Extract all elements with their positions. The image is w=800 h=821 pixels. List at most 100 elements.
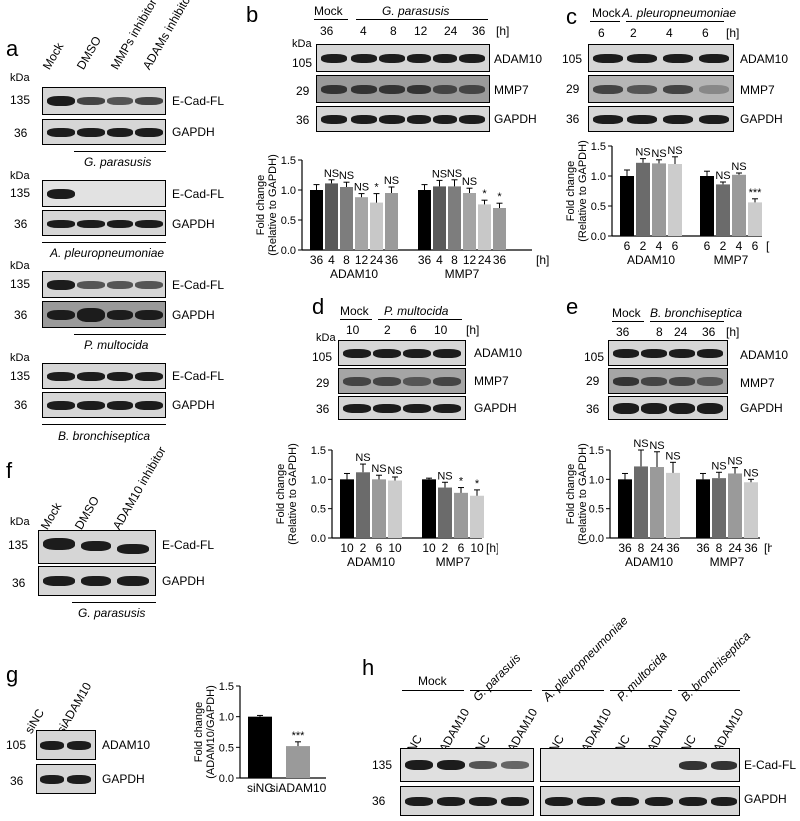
mw-marker: 29: [316, 376, 330, 390]
mw-marker: 105: [292, 56, 313, 70]
significance-label: NS: [437, 470, 452, 482]
y-tick-label: 0.5: [591, 201, 606, 213]
bar: [310, 190, 323, 250]
strain-label: G. parasusis: [382, 4, 450, 18]
significance-label: NS: [715, 170, 730, 182]
x-tick-label: 6: [624, 239, 631, 253]
significance-label: NS: [649, 440, 664, 452]
blot-row: [608, 368, 728, 394]
strain-label: B. bronchiseptica: [650, 306, 743, 320]
unit-label: [h]: [726, 26, 740, 40]
lane-label: 4: [666, 26, 673, 40]
blot-label: GAPDH: [102, 772, 145, 786]
bar: [438, 487, 452, 538]
blot-label: E-Cad-FL: [172, 278, 225, 292]
x-tick-label: 8: [716, 541, 723, 555]
y-tick-label: 0.0: [591, 231, 606, 243]
significance-label: NS: [635, 147, 650, 159]
lane-label: 6: [410, 323, 417, 337]
bar: [422, 479, 436, 538]
unit-label: [h]: [536, 253, 549, 267]
lane-label: 8: [390, 24, 397, 38]
y-tick-label: 0.0: [219, 773, 234, 785]
blot-label: MMP7: [740, 83, 775, 97]
x-tick-label: 2: [360, 541, 367, 555]
group-label: MMP7: [714, 253, 749, 267]
significance-label: NS: [665, 450, 680, 462]
mw-marker: 105: [6, 738, 27, 752]
mw-marker: 36: [14, 308, 28, 322]
y-tick-label: 1.0: [591, 171, 606, 183]
mw-marker: 36: [586, 402, 600, 416]
x-tick-label: 4: [436, 253, 443, 267]
x-tick-label: 36: [618, 541, 632, 555]
blot-row: [38, 530, 156, 564]
blot-label: ADAM10: [740, 348, 789, 362]
group-label: MMP7: [445, 267, 480, 281]
x-tick-label: 6: [458, 541, 465, 555]
x-tick-label: 6: [752, 239, 759, 253]
group-label: G. parasuis: [470, 650, 524, 704]
lane-label: 24: [444, 24, 458, 38]
significance-label: NS: [354, 182, 369, 194]
y-tick-label: 0.5: [589, 504, 604, 516]
significance-label: NS: [633, 438, 648, 450]
blot-label: MMP7: [494, 83, 529, 97]
blot-row: [36, 764, 96, 794]
bar: [385, 193, 398, 250]
unit-label: [h]: [496, 24, 510, 38]
blot-label: E-Cad-FL: [172, 369, 225, 383]
blot-label: GAPDH: [172, 308, 215, 322]
significance-label: NS: [324, 168, 339, 180]
strain-label: A. pleuropneumoniae: [50, 246, 165, 260]
mw-marker: 36: [12, 576, 26, 590]
y-tick-label: 1.0: [219, 712, 234, 724]
bar: [744, 482, 758, 538]
blot-label: ADAM10: [474, 346, 523, 360]
blot-label: ADAM10: [494, 52, 543, 66]
panel-letter: h: [362, 655, 375, 680]
significance-label: ***: [749, 187, 763, 199]
mw-marker: 135: [10, 93, 31, 107]
mw-marker: 36: [14, 126, 28, 140]
mw-marker: 29: [586, 374, 600, 388]
blot-row: [540, 786, 740, 816]
panel-letter: d: [312, 294, 325, 319]
blot-row: [588, 106, 734, 132]
blot-row: [588, 44, 734, 72]
y-tick-label: 1.5: [591, 141, 606, 153]
y-tick-label: 1.5: [589, 445, 604, 457]
blot-label: MMP7: [740, 376, 775, 390]
unit-label: [h]: [726, 325, 740, 339]
x-tick-label: 24: [478, 253, 492, 267]
x-tick-label: 8: [343, 253, 350, 267]
mw-marker: 36: [14, 398, 28, 412]
panel-letter: g: [6, 662, 19, 687]
x-tick-label: 12: [463, 253, 477, 267]
blot-row: [42, 363, 166, 389]
significance-label: NS: [711, 460, 726, 472]
mock-label: Mock: [612, 306, 641, 320]
y-axis-label: Fold change(Relative to GAPDH): [275, 443, 299, 544]
x-tick-label: 36: [744, 541, 758, 555]
bar: [355, 197, 368, 250]
blot-row: [338, 396, 466, 420]
blot-row: [42, 271, 166, 298]
x-tick-label: 2: [640, 239, 647, 253]
kda-label: kDa: [10, 170, 30, 182]
blot-label: E-Cad-FL: [172, 94, 225, 108]
lane-label: 2: [630, 26, 637, 40]
lane-label: 8: [656, 325, 663, 339]
bar: [454, 492, 468, 538]
x-tick-label: 36: [418, 253, 432, 267]
bar: [248, 716, 272, 778]
bar: [636, 162, 650, 236]
group-label: ADAM10: [347, 555, 395, 569]
lane-label: DMSO: [73, 33, 104, 72]
mw-marker: 105: [584, 350, 605, 364]
blot-row: [540, 748, 740, 782]
bar: [418, 190, 431, 250]
y-tick-label: 0.0: [589, 533, 604, 545]
